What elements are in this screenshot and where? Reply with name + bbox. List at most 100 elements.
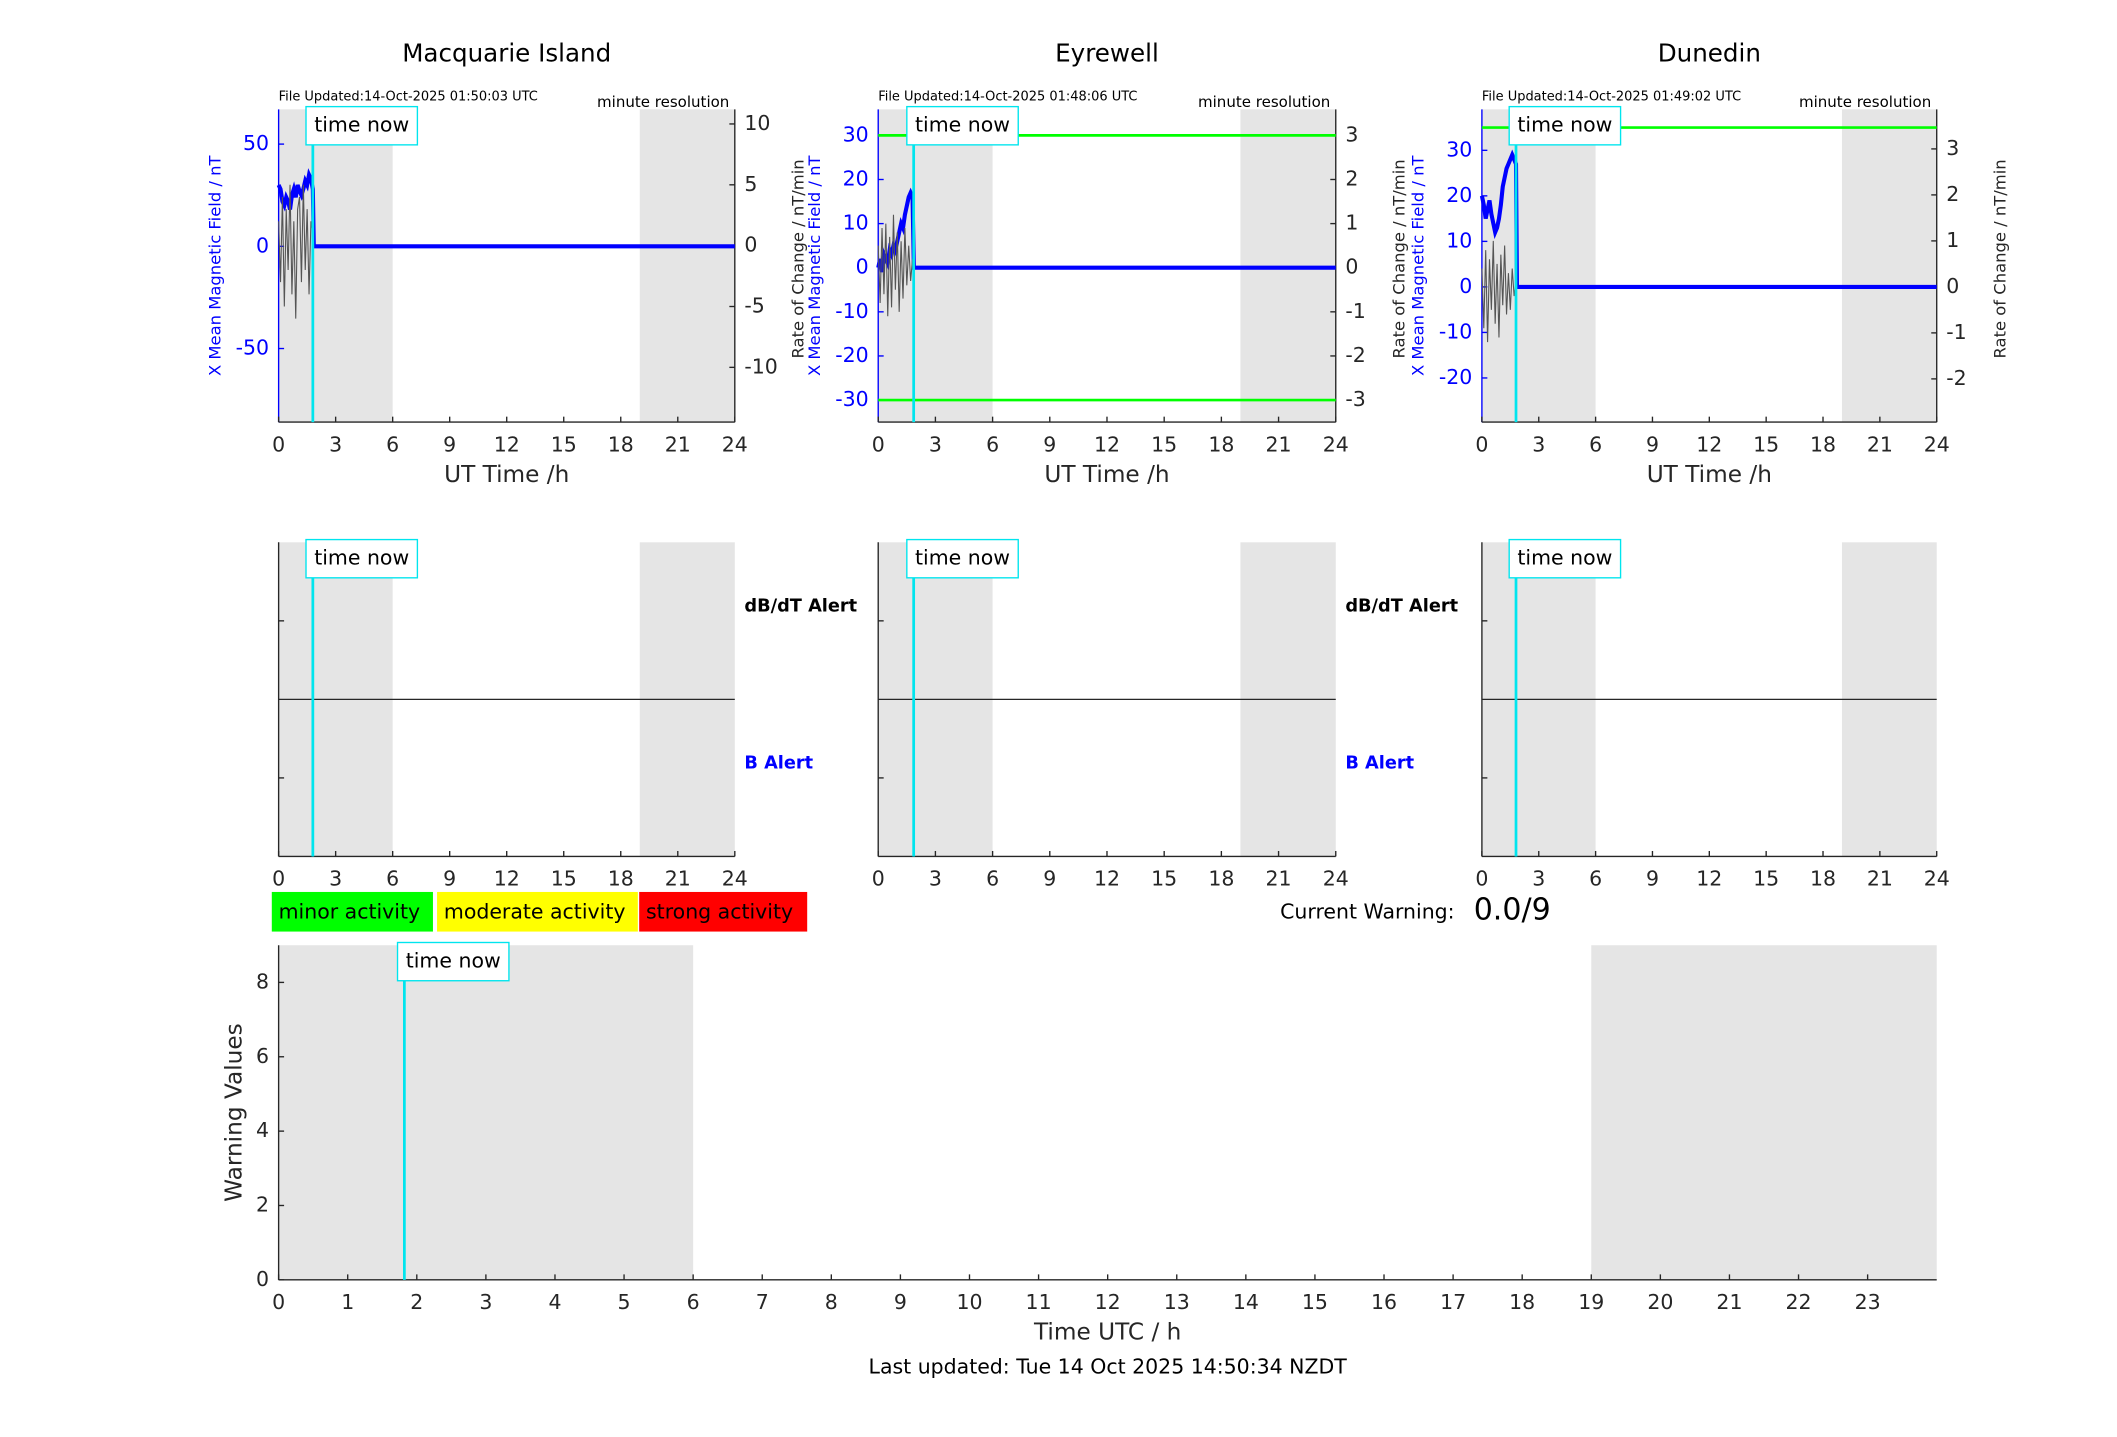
file-updated: File Updated:14-Oct-2025 01:48:06 UTC <box>878 90 1137 105</box>
y2-tick-label: 2 <box>1345 166 1358 190</box>
x-tick-label: 18 <box>1208 867 1234 891</box>
x-tick-label: 6 <box>386 867 399 891</box>
night-shading <box>1591 945 1937 1280</box>
time-now-box <box>906 105 1019 146</box>
y-axis-label: X Mean Magnetic Field / nT <box>205 154 224 376</box>
x-tick-label: 22 <box>1786 1290 1812 1314</box>
x-tick-label: 12 <box>494 432 520 456</box>
alert-label: dB/dT Alert <box>1345 597 1458 617</box>
x-tick-label: 6 <box>1589 432 1602 456</box>
y-tick-label: 4 <box>256 1118 269 1142</box>
x-tick-label: 24 <box>1924 867 1950 891</box>
night-shading <box>639 109 735 423</box>
y-tick-label: 30 <box>1446 137 1472 161</box>
x-tick-label: 0 <box>872 867 885 891</box>
x-tick-label: 12 <box>1696 432 1722 456</box>
x-tick-label: 10 <box>956 1290 982 1314</box>
current-warning-label: Current Warning: <box>1280 899 1454 923</box>
x-tick-label: 3 <box>1532 867 1545 891</box>
x-tick-label: 23 <box>1855 1290 1881 1314</box>
x-tick-label: 9 <box>894 1290 907 1314</box>
night-shading <box>278 109 393 423</box>
rate-line <box>877 214 914 317</box>
y2-tick-label: -1 <box>1946 320 1966 344</box>
x-tick-label: 0 <box>272 432 285 456</box>
time-now-label: time now <box>915 546 1010 570</box>
resolution: minute resolution <box>1799 93 1931 111</box>
y-tick-label: -50 <box>236 336 269 360</box>
x-tick-label: 9 <box>1646 432 1659 456</box>
alert-label: dB/dT Alert <box>744 597 857 617</box>
x-tick-label: 6 <box>386 432 399 456</box>
night-shading <box>278 945 694 1280</box>
y2-axis-label: Rate of Change / nT/min <box>1990 159 2009 358</box>
time-now-label: time now <box>915 113 1010 137</box>
chart-title: Dunedin <box>1658 39 1761 68</box>
y2-tick-label: 5 <box>744 172 757 196</box>
time-now-box <box>305 105 419 146</box>
x-tick-label: 21 <box>1266 432 1292 456</box>
x-tick-label: 15 <box>1753 432 1779 456</box>
x-tick-label: 0 <box>272 1290 285 1314</box>
x-tick-label: 12 <box>1696 867 1722 891</box>
x-tick-label: 21 <box>1266 867 1292 891</box>
x-tick-label: 7 <box>756 1290 769 1314</box>
y-tick-label: 0 <box>256 233 269 257</box>
x-tick-label: 3 <box>1532 432 1545 456</box>
night-shading <box>1481 109 1596 423</box>
y2-tick-label: 3 <box>1946 136 1959 160</box>
y2-axis-label: Rate of Change / nT/min <box>788 159 807 358</box>
x-tick-label: 12 <box>1094 432 1120 456</box>
x-tick-label: 24 <box>1323 867 1349 891</box>
time-now-box <box>1508 105 1622 146</box>
y-tick-label: 30 <box>843 122 869 146</box>
y-tick-label: 10 <box>1446 228 1472 252</box>
x-tick-label: 24 <box>1924 432 1950 456</box>
x-axis-label: UT Time /h <box>444 461 569 488</box>
x-tick-label: 24 <box>722 432 748 456</box>
x-tick-label: 2 <box>410 1290 423 1314</box>
x-tick-label: 13 <box>1164 1290 1190 1314</box>
time-now-label: time now <box>1517 113 1612 137</box>
y-tick-label: 0 <box>856 255 869 279</box>
y2-tick-label: 3 <box>1345 122 1358 146</box>
time-now-label: time now <box>314 113 409 137</box>
y-axis-label: X Mean Magnetic Field / nT <box>805 154 824 376</box>
x-tick-label: 6 <box>1589 867 1602 891</box>
x-axis-label: UT Time /h <box>1647 461 1772 488</box>
x-tick-label: 21 <box>1867 867 1893 891</box>
time-now-box <box>906 538 1019 579</box>
x-tick-label: 9 <box>1646 867 1659 891</box>
y-tick-label: 6 <box>256 1044 269 1068</box>
x-tick-label: 24 <box>722 867 748 891</box>
x-tick-label: 17 <box>1440 1290 1466 1314</box>
x-tick-label: 0 <box>872 432 885 456</box>
x-tick-label: 0 <box>1475 867 1488 891</box>
x-tick-label: 18 <box>1810 432 1836 456</box>
y2-tick-label: 2 <box>1946 182 1959 206</box>
y-tick-label: -10 <box>835 299 868 323</box>
y2-tick-label: 1 <box>1946 228 1959 252</box>
y-axis-label: Warning Values <box>220 1023 247 1202</box>
field-line <box>1479 149 1937 289</box>
y-tick-label: 0 <box>256 1267 269 1291</box>
x-tick-label: 0 <box>272 867 285 891</box>
y-tick-label: 50 <box>243 131 269 155</box>
y2-tick-label: -10 <box>744 354 777 378</box>
activity-label: minor activity <box>279 899 421 923</box>
x-tick-label: 15 <box>1753 867 1779 891</box>
time-now-box <box>1508 538 1622 579</box>
x-tick-label: 9 <box>1043 432 1056 456</box>
time-now-label: time now <box>406 949 501 973</box>
x-axis-label: Time UTC / h <box>1033 1319 1181 1346</box>
chart-title: Macquarie Island <box>402 39 611 68</box>
rate-line <box>278 184 314 319</box>
y-tick-label: 0 <box>1459 274 1472 298</box>
x-tick-label: 6 <box>986 867 999 891</box>
alert-label: B Alert <box>744 754 813 774</box>
time-now-box <box>396 941 510 982</box>
x-tick-label: 4 <box>548 1290 561 1314</box>
y-tick-label: 2 <box>256 1192 269 1216</box>
x-tick-label: 21 <box>665 432 691 456</box>
